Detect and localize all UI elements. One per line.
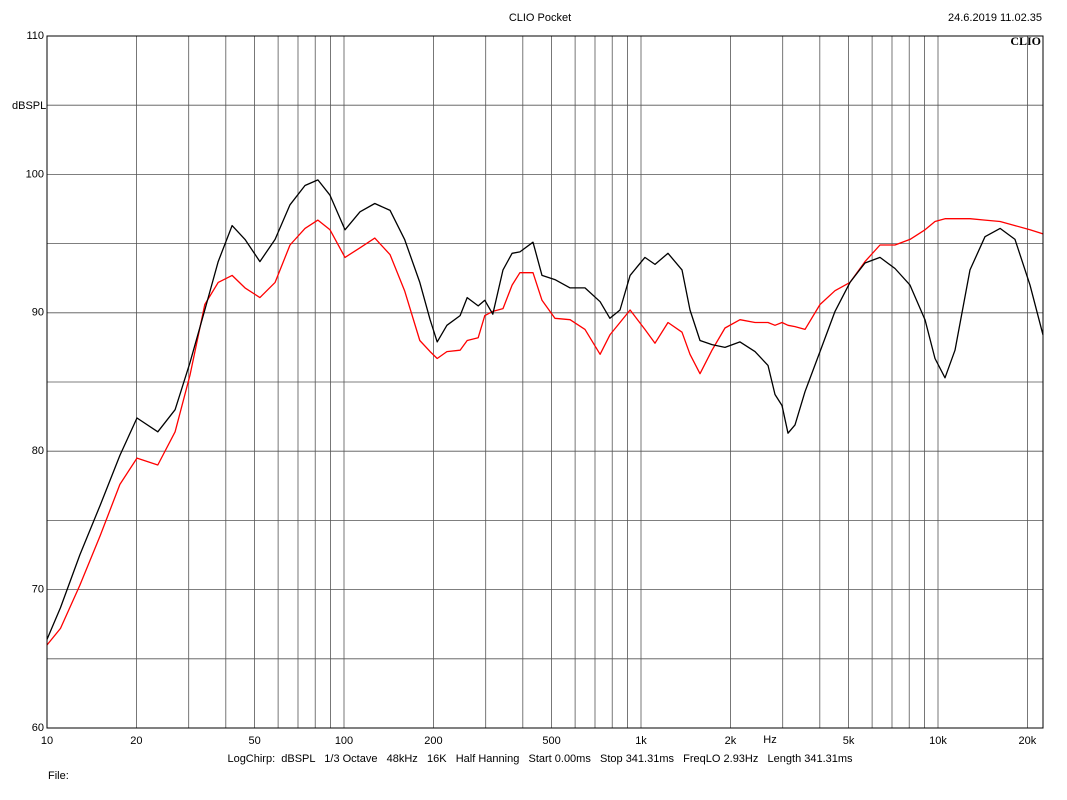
- x-tick-label: 2k: [725, 735, 737, 747]
- footer: LogChirp: dBSPL 1/3 Octave 48kHz 16K Hal…: [227, 753, 853, 765]
- x-tick-label: 200: [424, 735, 442, 747]
- x-tick-label: 100: [335, 735, 353, 747]
- y-tick-label: 70: [32, 584, 44, 596]
- x-tick-label: 20: [130, 735, 142, 747]
- y-tick-label: 80: [32, 445, 44, 457]
- y-tick-label: 90: [32, 307, 44, 319]
- timestamp: 24.6.2019 11.02.35: [948, 12, 1042, 24]
- file-label: File:: [48, 770, 69, 782]
- x-tick-label: 10: [41, 735, 53, 747]
- x-tick-label: 1k: [635, 735, 647, 747]
- y-tick-label: 60: [32, 722, 44, 734]
- x-tick-label: 500: [542, 735, 560, 747]
- x-tick-label: 50: [248, 735, 260, 747]
- logo: CLIO: [1010, 34, 1041, 48]
- series-line: [46, 218, 1044, 646]
- y-axis-label: dBSPL: [12, 100, 46, 112]
- x-tick-label: 10k: [929, 735, 947, 747]
- plot-frame: [46, 35, 1044, 729]
- x-axis-label: Hz: [763, 734, 776, 746]
- y-tick-label: 100: [26, 168, 44, 180]
- x-tick-label: 20k: [1019, 735, 1037, 747]
- chart-title: CLIO Pocket: [509, 12, 571, 24]
- y-tick-label: 110: [26, 30, 44, 42]
- x-tick-label: 5k: [843, 735, 855, 747]
- series-line: [46, 179, 1044, 640]
